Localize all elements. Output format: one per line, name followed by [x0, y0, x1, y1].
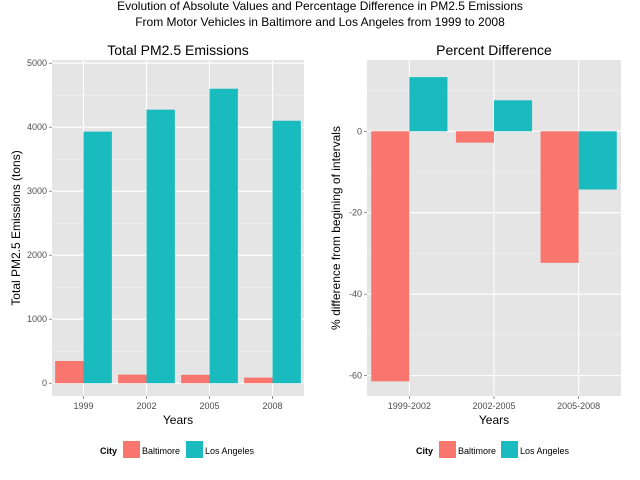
right-bar-baltimore-2002-2005 [455, 131, 494, 143]
right-bar-los-angeles-2005-2008 [578, 131, 617, 190]
left-x-axis-label: Years [163, 413, 193, 427]
right-legend-swatch-los-angeles [501, 441, 518, 458]
right-bar-los-angeles-1999-2002 [409, 77, 448, 132]
right-legend-title: City [416, 446, 433, 456]
right-y-tick-label-40: -40 [349, 289, 362, 299]
left-legend-label-los-angeles: Los Angeles [205, 446, 255, 456]
right-x-tick-label-1999-2002: 1999-2002 [388, 401, 431, 411]
left-bar-los-angeles-2008 [272, 120, 301, 384]
left-legend-title: City [100, 446, 117, 456]
left-bar-baltimore-2005 [181, 374, 210, 384]
left-y-axis-label: Total PM2.5 Emissions (tons) [9, 150, 23, 305]
left-bar-los-angeles-1999 [83, 131, 112, 384]
left-bar-los-angeles-2005 [209, 88, 238, 384]
left-x-tick-label-2005: 2005 [199, 401, 219, 411]
left-x-tick-label-2008: 2008 [262, 401, 282, 411]
right-panel: -60 -40 -20 0 1999-2002 2002-2005 2005-2008 [349, 60, 621, 411]
right-bar-baltimore-1999-2002 [371, 131, 410, 382]
figure-title-line1: Evolution of Absolute Values and Percent… [117, 0, 523, 13]
right-legend-label-baltimore: Baltimore [458, 446, 496, 456]
right-x-tick-label-2005-2008: 2005-2008 [557, 401, 600, 411]
right-y-tick-label-20: -20 [349, 208, 362, 218]
left-panel: 0 1000 2000 3000 4000 5000 1999 2002 2005 2008 [27, 58, 304, 411]
left-x-tick-label-1999: 1999 [73, 401, 93, 411]
right-legend-swatch-baltimore [439, 441, 456, 458]
left-legend-label-baltimore: Baltimore [142, 446, 180, 456]
left-y-tick-label-2000: 2000 [27, 250, 47, 260]
left-bar-baltimore-1999 [55, 360, 84, 384]
right-y-axis-label: % difference from begining of intervals [329, 126, 343, 330]
left-y-tick-label-1000: 1000 [27, 314, 47, 324]
right-panel-title: Percent Difference [436, 42, 552, 58]
left-legend: City Baltimore Los Angeles [100, 441, 255, 458]
right-y-tick-label-60: -60 [349, 371, 362, 381]
left-panel-title: Total PM2.5 Emissions [107, 42, 249, 58]
left-y-tick-label-0: 0 [42, 378, 47, 388]
left-y-tick-label-3000: 3000 [27, 186, 47, 196]
left-bar-los-angeles-2002 [146, 109, 175, 384]
right-y-tick-label-0: 0 [357, 126, 362, 136]
left-legend-swatch-los-angeles [186, 441, 203, 458]
right-bar-los-angeles-2002-2005 [494, 100, 533, 132]
right-bar-baltimore-2005-2008 [540, 131, 579, 263]
right-legend-label-los-angeles: Los Angeles [520, 446, 570, 456]
left-legend-swatch-baltimore [123, 441, 140, 458]
right-legend: City Baltimore Los Angeles [416, 441, 570, 458]
left-bar-baltimore-2002 [118, 374, 147, 384]
figure-title-line2: From Motor Vehicles in Baltimore and Los… [135, 15, 505, 29]
right-x-axis-label: Years [479, 413, 509, 427]
right-x-tick-label-2002-2005: 2002-2005 [472, 401, 515, 411]
left-bar-baltimore-2008 [244, 377, 273, 384]
left-y-tick-label-4000: 4000 [27, 122, 47, 132]
left-x-tick-label-2002: 2002 [136, 401, 156, 411]
left-y-tick-label-5000: 5000 [27, 58, 47, 68]
